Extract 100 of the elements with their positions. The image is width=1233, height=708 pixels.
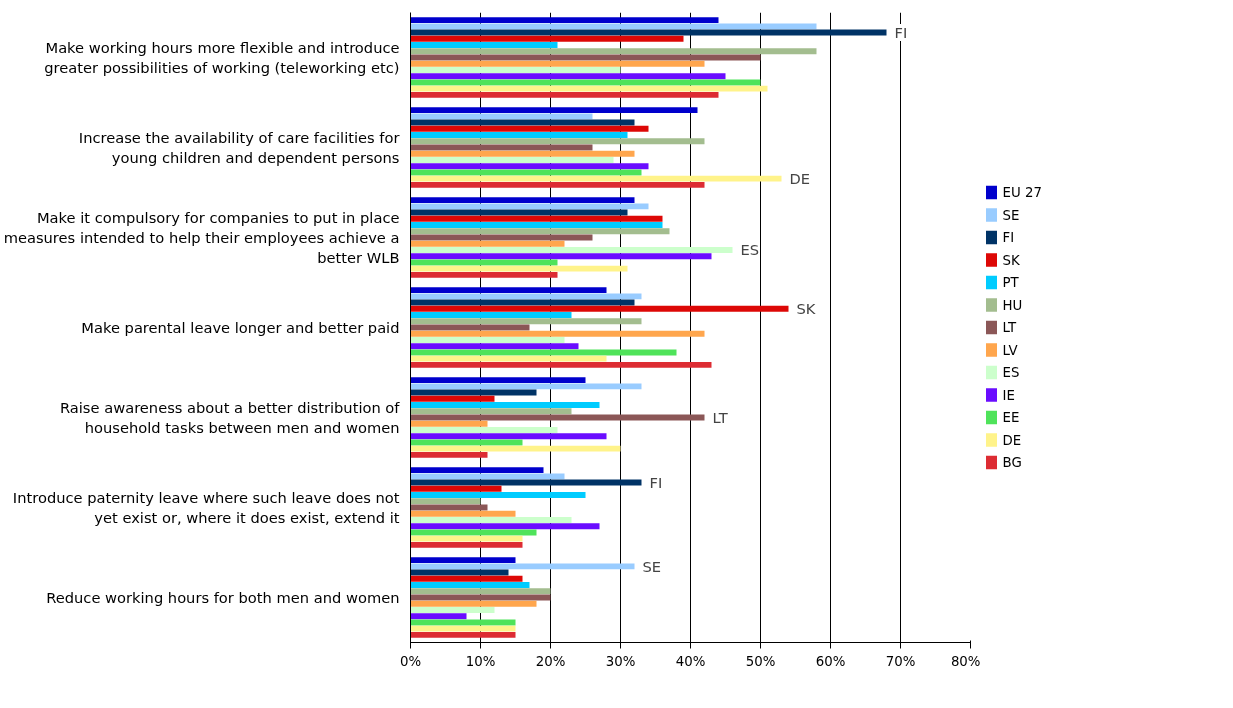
bar <box>410 582 530 588</box>
y-tick-label: Reduce working hours for both men and women <box>46 589 400 606</box>
bar <box>410 60 705 67</box>
x-tick-label: 40% <box>675 653 706 669</box>
annotation: SK <box>796 300 816 318</box>
bar <box>410 408 572 415</box>
y-tick-label: Make working hours more flexible and introduce greater possibilities of working (teleworking etc) <box>44 38 400 77</box>
legend-label: EU 27 <box>1002 185 1042 200</box>
bar <box>410 197 635 204</box>
bar <box>410 383 642 390</box>
bar <box>410 163 649 170</box>
bar <box>410 563 635 570</box>
y-tick-label: Make parental leave longer and better paid <box>81 319 400 336</box>
bar <box>410 29 887 36</box>
bar <box>410 253 712 260</box>
bar <box>410 247 733 253</box>
bar <box>410 113 593 120</box>
y-tick-label: Increase the availability of care facilities for young children and dependent persons <box>78 128 401 167</box>
legend-label: SE <box>1002 207 1020 223</box>
bar <box>410 337 565 343</box>
bar <box>410 510 516 517</box>
y-tick-label: Raise awareness about a better distribution of household tasks between men and women <box>59 398 401 437</box>
bar <box>410 48 817 55</box>
bar <box>410 420 488 427</box>
bar <box>410 312 572 318</box>
annotation: ES <box>740 241 760 259</box>
legend-label: IE <box>1002 387 1015 403</box>
bar <box>410 492 586 498</box>
bar <box>410 377 586 384</box>
legend-label: HU <box>1002 297 1023 313</box>
bar <box>410 588 551 595</box>
bar <box>410 569 509 576</box>
bar <box>410 631 516 638</box>
bar <box>410 175 782 182</box>
bar <box>410 355 607 362</box>
bar <box>410 485 502 492</box>
bar <box>410 402 600 408</box>
bar <box>410 427 558 433</box>
bar <box>410 479 642 486</box>
bar <box>410 138 705 145</box>
bar <box>410 181 705 188</box>
bar <box>410 619 516 626</box>
bar <box>410 119 635 126</box>
bar <box>410 439 523 446</box>
annotation: FI <box>649 474 663 492</box>
bar <box>410 349 677 356</box>
bar <box>410 169 642 176</box>
bar <box>410 222 663 228</box>
x-tick-label: 60% <box>815 653 846 669</box>
legend-label: EE <box>1002 410 1020 425</box>
legend-label: LT <box>1002 320 1018 335</box>
x-tick-label: 20% <box>535 653 566 669</box>
bar <box>410 287 607 294</box>
bar <box>410 23 817 30</box>
bar <box>410 395 495 402</box>
legend-label: ES <box>1002 365 1020 380</box>
bar <box>410 42 558 48</box>
x-tick-label: 0% <box>399 653 422 669</box>
legend-label: SK <box>1002 252 1021 268</box>
bar <box>410 79 761 86</box>
bar <box>410 73 726 80</box>
bar <box>410 240 565 247</box>
bar <box>410 361 712 368</box>
bar <box>410 541 523 548</box>
bar <box>410 451 488 458</box>
bar <box>410 293 642 300</box>
bar <box>410 35 684 42</box>
x-tick-label: 50% <box>745 653 776 669</box>
bar <box>410 433 607 440</box>
bar <box>410 445 621 452</box>
bar <box>410 299 635 306</box>
bar <box>410 498 481 505</box>
bar <box>410 150 635 157</box>
bar <box>410 529 537 536</box>
bar <box>410 318 642 325</box>
bar <box>410 467 544 474</box>
bar <box>410 215 663 222</box>
annotation: DE <box>789 170 811 188</box>
bar <box>410 343 579 350</box>
bar <box>410 517 572 523</box>
bar <box>410 607 495 613</box>
bar <box>410 259 558 266</box>
bar <box>410 132 628 138</box>
bar <box>410 613 467 620</box>
y-tick-label: Introduce paternity leave where such leave does not yet exist or, where it does exist, extend it <box>12 488 400 527</box>
bar <box>410 330 705 337</box>
x-tick-label: 30% <box>605 653 636 669</box>
bar <box>410 157 614 163</box>
bar <box>410 271 558 278</box>
legend-label: BG <box>1002 455 1022 470</box>
x-tick-label: 70% <box>885 653 916 669</box>
bar <box>410 91 719 98</box>
bar <box>410 203 649 210</box>
bar <box>410 600 537 607</box>
legend-label: LV <box>1002 342 1018 358</box>
legend-label: DE <box>1002 432 1022 448</box>
bar <box>410 575 523 582</box>
bar <box>410 85 768 92</box>
bar <box>410 557 516 564</box>
bar <box>410 389 537 396</box>
